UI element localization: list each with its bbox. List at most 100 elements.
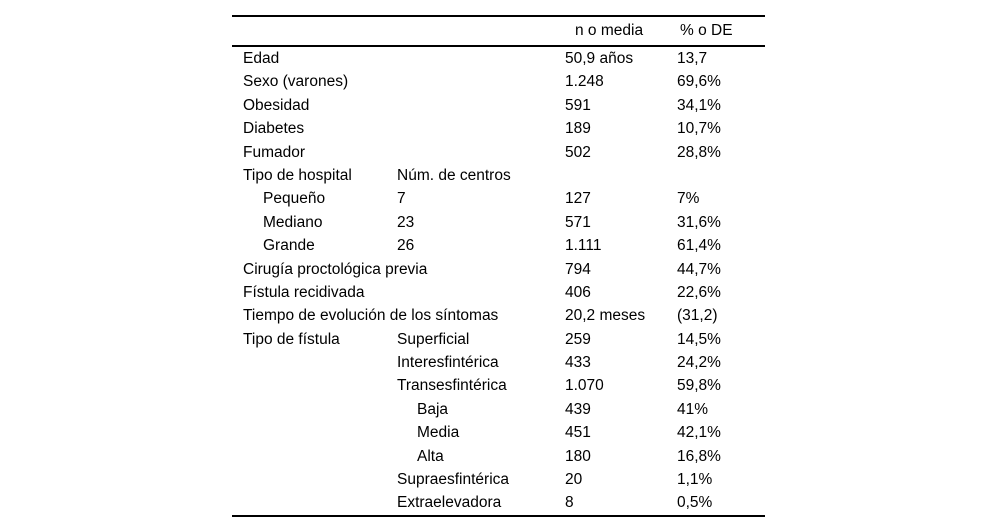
row-label (232, 398, 397, 421)
table-row: Edad 50,9 años 13,7 (232, 47, 765, 70)
table-row: Supraesfintérica 20 1,1% (232, 468, 765, 491)
row-n-value: 1.248 (565, 73, 604, 91)
row-label (232, 445, 397, 468)
header-pct-o-de: % o DE (680, 22, 733, 39)
clinical-characteristics-table: n o media % o DE Edad 50,9 años 13,7 Sex… (232, 15, 765, 517)
row-sublabel: Media (417, 424, 460, 442)
table-row: Fumador 502 28,8% (232, 141, 765, 164)
table-row: Media 451 42,1% (232, 421, 765, 444)
row-pct-value: 10,7% (677, 120, 721, 138)
table-row: Extraelevadora 8 0,5% (232, 491, 765, 514)
table-row: Pequeño 7 127 7% (232, 187, 765, 210)
row-pct-value (677, 164, 765, 187)
header-n-o-media: n o media (575, 22, 644, 39)
row-label: Tipo de hospital (243, 166, 352, 184)
table-row: Transesfintérica 1.070 59,8% (232, 374, 765, 397)
row-label (232, 491, 397, 514)
table-row: Baja 439 41% (232, 398, 765, 421)
row-n-value: 1.111 (565, 237, 602, 255)
table-row: Obesidad 591 34,1% (232, 94, 765, 117)
row-pct-value: 69,6% (677, 73, 721, 91)
row-sublabel (397, 117, 565, 140)
row-label: Grande (263, 237, 315, 255)
row-sublabel (397, 258, 565, 281)
row-sublabel (397, 47, 565, 70)
row-label: Obesidad (243, 96, 310, 114)
row-sublabel: Baja (417, 400, 449, 418)
row-label: Fístula recidivada (243, 283, 365, 301)
row-n-value: 591 (565, 96, 591, 114)
row-pct-value: 61,4% (677, 237, 721, 255)
row-label (232, 351, 397, 374)
row-pct-value: 28,8% (677, 143, 721, 161)
row-sublabel: 26 (397, 237, 415, 255)
row-n-value: 259 (565, 330, 591, 348)
row-label: Pequeño (263, 190, 326, 208)
row-n-value: 406 (565, 283, 591, 301)
row-pct-value: 42,1% (677, 424, 721, 442)
row-pct-value: 44,7% (677, 260, 721, 278)
row-sublabel: Transesfintérica (397, 377, 507, 395)
row-label (232, 468, 397, 491)
row-sublabel: Supraesfintérica (397, 471, 510, 489)
row-n-value (565, 164, 677, 187)
row-n-value: 571 (565, 213, 591, 231)
table-row: Grande 26 1.111 61,4% (232, 234, 765, 257)
row-n-value: 794 (565, 260, 591, 278)
row-sublabel (397, 281, 565, 304)
row-label (232, 421, 397, 444)
row-label: Diabetes (243, 120, 305, 138)
row-label: Tiempo de evolución de los síntomas (243, 307, 499, 325)
table-row: Cirugía proctológica previa 794 44,7% (232, 258, 765, 281)
row-pct-value: (31,2) (677, 307, 718, 325)
row-pct-value: 13,7 (677, 50, 708, 67)
row-label: Mediano (263, 213, 323, 231)
row-pct-value: 34,1% (677, 96, 721, 114)
row-pct-value: 59,8% (677, 377, 721, 395)
row-pct-value: 16,8% (677, 447, 721, 465)
row-sublabel: Superficial (397, 330, 470, 348)
row-pct-value: 0,5% (677, 494, 713, 512)
row-n-value: 20,2 meses (565, 307, 646, 325)
row-sublabel: Alta (417, 447, 444, 465)
row-pct-value: 41% (677, 400, 709, 418)
row-pct-value: 22,6% (677, 283, 721, 301)
row-n-value: 439 (565, 400, 591, 418)
table-body: Edad 50,9 años 13,7 Sexo (varones) 1.248… (232, 47, 765, 515)
row-label: Tipo de fístula (243, 330, 340, 348)
row-pct-value: 1,1% (677, 471, 713, 489)
row-sublabel: 7 (397, 190, 406, 208)
row-pct-value: 14,5% (677, 330, 721, 348)
row-label (232, 374, 397, 397)
table-row: Sexo (varones) 1.248 69,6% (232, 70, 765, 93)
row-n-value: 20 (565, 471, 583, 489)
row-label: Fumador (243, 143, 306, 161)
table-row: Fístula recidivada 406 22,6% (232, 281, 765, 304)
row-label: Cirugía proctológica previa (243, 260, 428, 278)
row-n-value: 502 (565, 143, 591, 161)
row-n-value: 451 (565, 424, 591, 442)
row-pct-value: 7% (677, 190, 700, 208)
row-n-value: 189 (565, 120, 591, 138)
row-sublabel (397, 94, 565, 117)
table-row: Tipo de hospital Núm. de centros (232, 164, 765, 187)
row-n-value: 8 (565, 494, 574, 512)
row-pct-value: 24,2% (677, 354, 721, 372)
row-sublabel: Extraelevadora (397, 494, 502, 512)
table-row: Tipo de fístula Superficial 259 14,5% (232, 328, 765, 351)
table-header-row: n o media % o DE (232, 17, 765, 47)
table-row: Interesfintérica 433 24,2% (232, 351, 765, 374)
row-label: Edad (243, 50, 280, 67)
table-row: Mediano 23 571 31,6% (232, 211, 765, 234)
row-sublabel (397, 304, 565, 327)
table-row: Alta 180 16,8% (232, 445, 765, 468)
row-n-value: 50,9 años (565, 50, 634, 67)
row-sublabel: Interesfintérica (397, 354, 499, 372)
table-row: Tiempo de evolución de los síntomas 20,2… (232, 304, 765, 327)
row-sublabel: 23 (397, 213, 415, 231)
table-row: Diabetes 189 10,7% (232, 117, 765, 140)
row-sublabel (397, 141, 565, 164)
row-sublabel: Núm. de centros (397, 166, 511, 184)
row-label: Sexo (varones) (243, 73, 349, 91)
row-n-value: 1.070 (565, 377, 604, 395)
